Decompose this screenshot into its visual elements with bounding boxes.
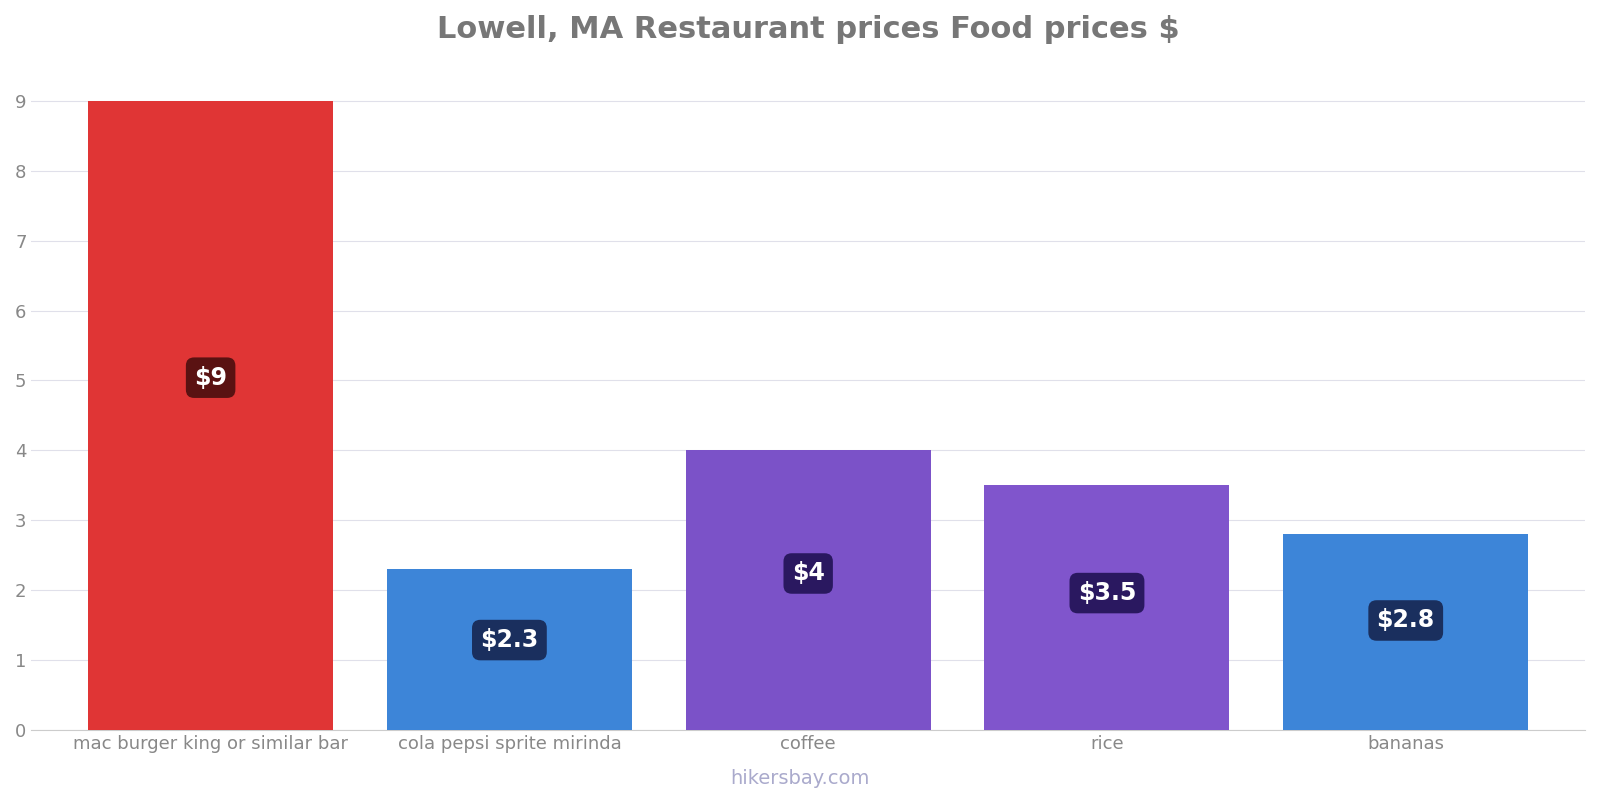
Title: Lowell, MA Restaurant prices Food prices $: Lowell, MA Restaurant prices Food prices… [437, 15, 1179, 44]
Text: $3.5: $3.5 [1078, 581, 1136, 605]
Bar [984, 486, 1229, 730]
Text: $2.3: $2.3 [480, 628, 539, 652]
Text: hikersbay.com: hikersbay.com [730, 769, 870, 788]
Bar [88, 101, 333, 730]
Bar [1283, 534, 1528, 730]
Text: $2.8: $2.8 [1376, 609, 1435, 633]
Bar [686, 450, 931, 730]
Text: $9: $9 [194, 366, 227, 390]
Bar [387, 570, 632, 730]
Text: $4: $4 [792, 562, 824, 586]
